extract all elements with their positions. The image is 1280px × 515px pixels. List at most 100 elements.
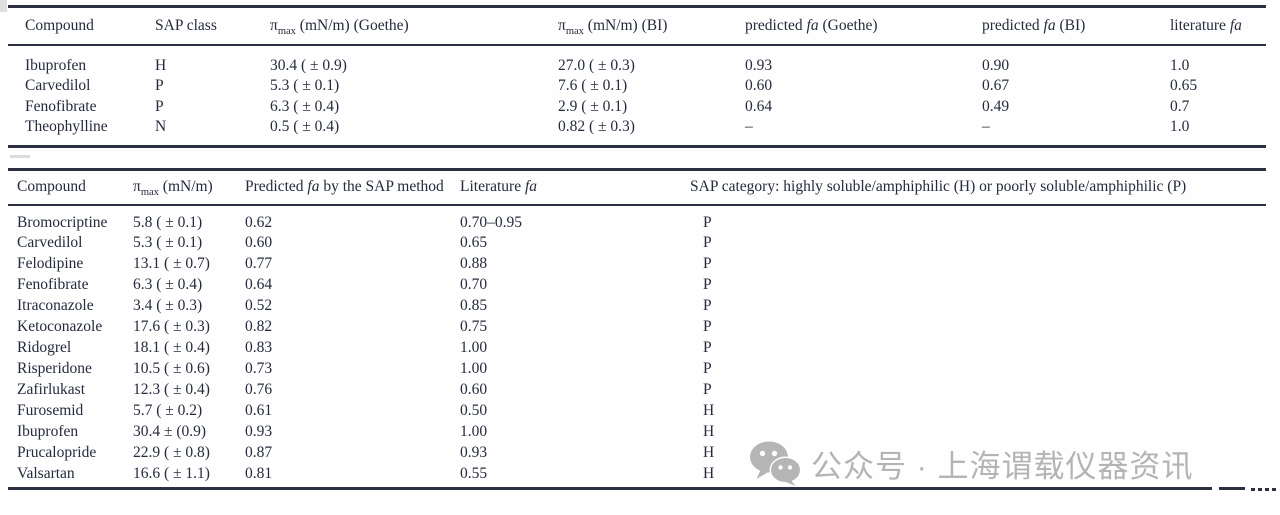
cell-pimax: 3.4 ( ± 0.3) [133, 297, 203, 314]
table-row: Ridogrel 18.1 ( ± 0.4) 0.83 1.00 P [8, 338, 1266, 359]
table-header-row: Compound SAP class πmax (mN/m) (Goethe) … [8, 6, 1266, 46]
table-row: Bromocriptine 5.8 ( ± 0.1) 0.62 0.70–0.9… [8, 205, 1266, 233]
cell-sap-category: P [703, 255, 712, 272]
label-part: Literature [460, 178, 525, 196]
cell-predicted-fa: 0.61 [245, 402, 273, 419]
rule-dot [1251, 488, 1255, 491]
cell-literature-fa: 0.7 [1170, 98, 1190, 115]
cell-sap-category: H [703, 423, 715, 440]
cell-literature-fa: 1.00 [460, 339, 488, 356]
cell-pimax-bi: 0.82 ( ± 0.3) [558, 118, 635, 136]
cell-compound: Prucalopride [17, 444, 97, 461]
cell-pimax-goethe: 5.3 ( ± 0.1) [270, 77, 340, 94]
cell-pimax: 10.5 ( ± 0.6) [133, 360, 210, 377]
table-row: Prucalopride 22.9 ( ± 0.8) 0.87 0.93 H [8, 443, 1266, 464]
cell-literature-fa: 0.65 [1170, 77, 1198, 94]
cell-predicted-fa-bi: 0.49 [982, 98, 1010, 115]
rule-dot [1265, 488, 1269, 491]
cell-compound: Felodipine [17, 255, 84, 272]
cell-predicted-fa: 0.77 [245, 255, 273, 272]
cell-compound: Carvedilol [17, 234, 83, 251]
unit-label: (mN/m) (Goethe) [295, 16, 409, 34]
cell-literature-fa: 0.70–0.95 [460, 213, 522, 231]
table2-body: Bromocriptine 5.8 ( ± 0.1) 0.62 0.70–0.9… [8, 205, 1266, 493]
col-header-literature-fa: literature fa [1170, 6, 1266, 46]
col-header-compound: Compound [8, 169, 133, 206]
cell-pimax: 6.3 ( ± 0.4) [133, 276, 203, 293]
cell-pimax: 13.1 ( ± 0.7) [133, 255, 210, 272]
col-header-pimax: πmax (mN/m) [133, 169, 245, 206]
table-row: Ketoconazole 17.6 ( ± 0.3) 0.82 0.75 P [8, 317, 1266, 338]
table-goethe-bi-comparison: Compound SAP class πmax (mN/m) (Goethe) … [8, 5, 1266, 148]
table-row: Carvedilol 5.3 ( ± 0.1) 0.60 0.65 P [8, 233, 1266, 254]
table-header-row: Compound πmax (mN/m) Predicted fa by the… [8, 169, 1266, 206]
cell-sap-category: H [703, 402, 715, 419]
scan-artifact-between-tables [10, 155, 30, 158]
fa-symbol: fa [806, 16, 819, 34]
cell-predicted-fa: 0.64 [245, 276, 273, 293]
cell-predicted-fa: 0.81 [245, 465, 273, 482]
cell-pimax: 5.8 ( ± 0.1) [133, 213, 203, 231]
cell-sap-category: P [703, 360, 712, 377]
label-part: Predicted [245, 178, 308, 196]
cell-pimax: 30.4 ± (0.9) [133, 423, 207, 440]
cell-literature-fa: 0.70 [460, 276, 488, 293]
col-header-predicted-fa-sap: Predicted fa by the SAP method [245, 169, 460, 206]
cell-literature-fa: 1.0 [1170, 56, 1190, 74]
table-row: Felodipine 13.1 ( ± 0.7) 0.77 0.88 P [8, 254, 1266, 275]
col-header-pimax-bi: πmax (mN/m) (BI) [558, 6, 745, 46]
cell-compound: Ibuprofen [25, 56, 87, 74]
cell-compound: Fenofibrate [25, 98, 97, 115]
cell-sap-class: P [155, 77, 164, 94]
rule-dot [1272, 488, 1276, 491]
col-header-pimax-goethe: πmax (mN/m) (Goethe) [270, 6, 558, 46]
cell-predicted-fa-goethe: 0.60 [745, 77, 773, 94]
col-header-predicted-fa-bi: predicted fa (BI) [982, 6, 1170, 46]
table-row: Itraconazole 3.4 ( ± 0.3) 0.52 0.85 P [8, 296, 1266, 317]
cell-sap-category: P [703, 318, 712, 335]
table1-header: Compound SAP class πmax (mN/m) (Goethe) … [8, 6, 1266, 46]
cell-literature-fa: 0.88 [460, 255, 488, 272]
cell-sap-category: P [703, 213, 712, 231]
table-row: Carvedilol P 5.3 ( ± 0.1) 7.6 ( ± 0.1) 0… [8, 76, 1266, 97]
subscript-max: max [140, 187, 159, 199]
table-row: Theophylline N 0.5 ( ± 0.4) 0.82 ( ± 0.3… [8, 118, 1266, 147]
cell-compound: Fenofibrate [17, 276, 89, 293]
cell-literature-fa: 1.0 [1170, 118, 1190, 136]
watermark-text: 公众号 · 上海谓载仪器资讯 [811, 448, 1194, 484]
cell-literature-fa: 0.55 [460, 465, 488, 482]
cell-compound: Furosemid [17, 402, 84, 419]
table-row: Risperidone 10.5 ( ± 0.6) 0.73 1.00 P [8, 359, 1266, 380]
table2-bottom-rule [8, 487, 1212, 490]
cell-predicted-fa: 0.52 [245, 297, 273, 314]
table-sap-method-predictions: Compound πmax (mN/m) Predicted fa by the… [8, 168, 1266, 493]
cell-compound: Ibuprofen [17, 423, 79, 440]
cell-literature-fa: 0.65 [460, 234, 488, 251]
cell-predicted-fa-goethe: – [745, 118, 753, 136]
table-row: Zafirlukast 12.3 ( ± 0.4) 0.76 0.60 P [8, 380, 1266, 401]
cell-sap-category: P [703, 234, 712, 251]
cell-compound: Zafirlukast [17, 381, 86, 398]
cell-compound: Risperidone [17, 360, 92, 377]
table2-bottom-rule-dash [1219, 487, 1245, 490]
cell-predicted-fa-goethe: 0.93 [745, 56, 773, 74]
cell-pimax-goethe: 30.4 ( ± 0.9) [270, 56, 347, 74]
cell-compound: Itraconazole [17, 297, 94, 314]
unit-label: (mN/m) [158, 178, 213, 196]
fa-symbol: fa [1229, 16, 1242, 34]
cell-literature-fa: 1.00 [460, 360, 488, 377]
table-row: Ibuprofen H 30.4 ( ± 0.9) 27.0 ( ± 0.3) … [8, 45, 1266, 76]
scan-artifact-top-left [0, 0, 7, 12]
cell-pimax: 22.9 ( ± 0.8) [133, 444, 210, 461]
cell-pimax: 5.7 ( ± 0.2) [133, 402, 203, 419]
cell-compound: Ridogrel [17, 339, 72, 356]
unit-label: (mN/m) (BI) [583, 16, 668, 34]
cell-pimax: 16.6 ( ± 1.1) [133, 465, 210, 482]
cell-sap-category: H [703, 465, 715, 482]
cell-pimax-bi: 27.0 ( ± 0.3) [558, 56, 635, 74]
cell-pimax-goethe: 6.3 ( ± 0.4) [270, 98, 340, 115]
rule-dot [1258, 488, 1262, 491]
cell-predicted-fa: 0.87 [245, 444, 273, 461]
col-header-sap-class: SAP class [155, 6, 270, 46]
cell-sap-category: P [703, 339, 712, 356]
